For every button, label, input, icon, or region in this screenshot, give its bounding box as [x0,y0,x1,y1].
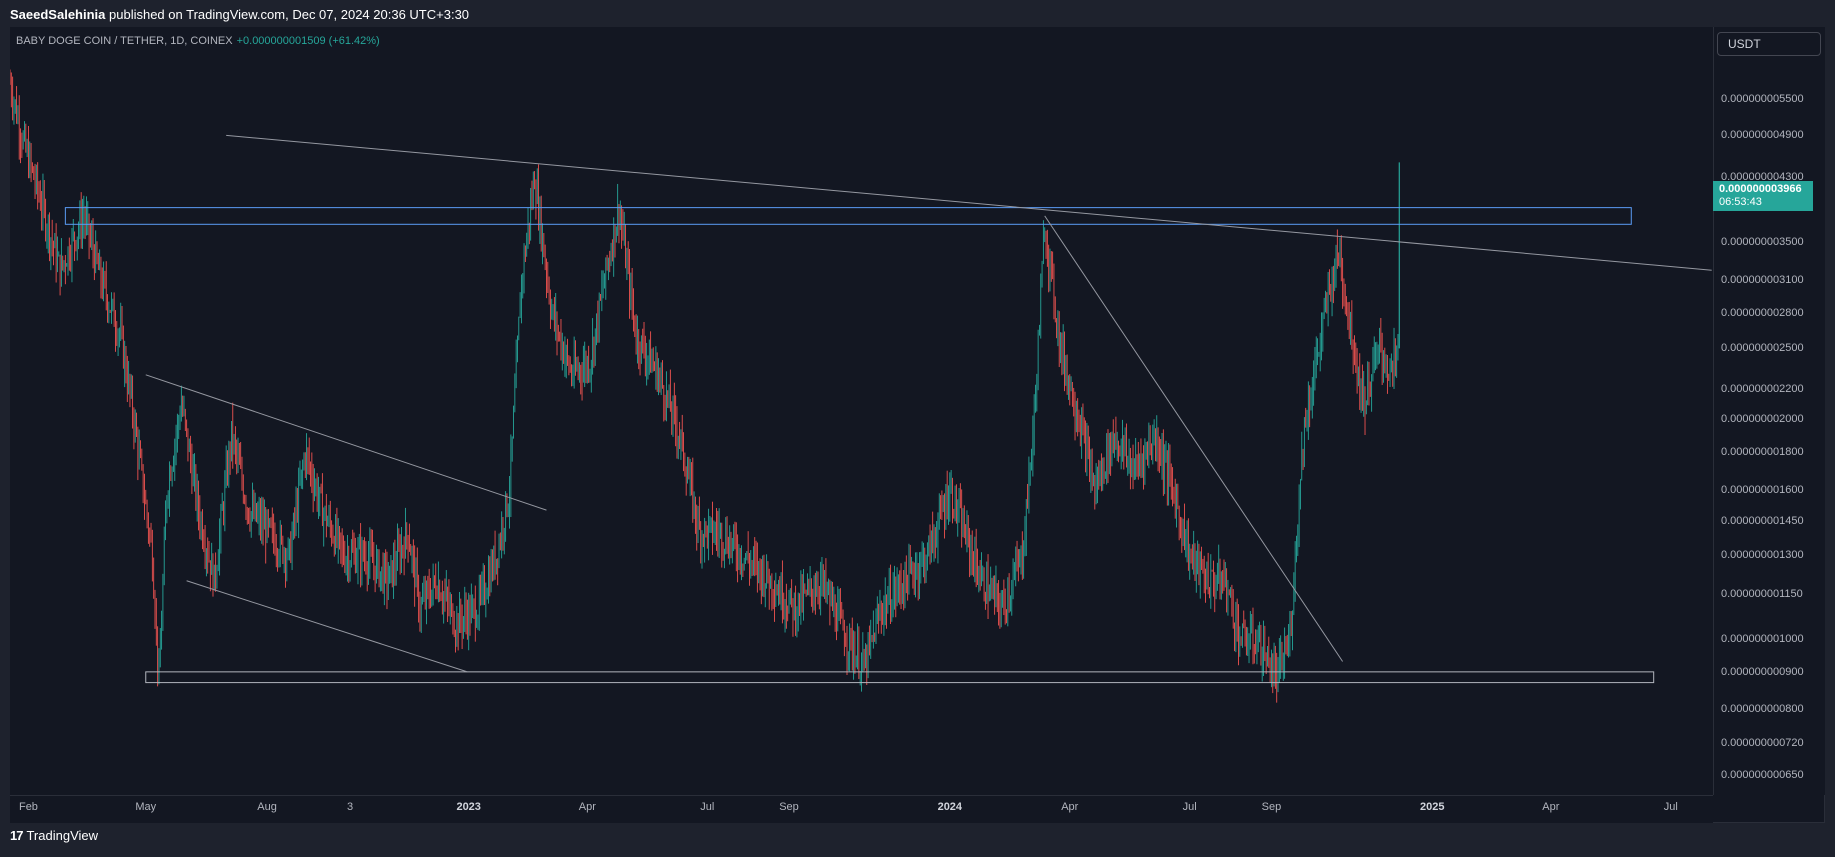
time-tick-label: Sep [1261,801,1282,813]
trendline-2 [145,374,547,511]
price-tick-label: 0.000000001600 [1721,483,1804,496]
price-tick-label: 0.000000001000 [1721,632,1804,645]
price-tick-label: 0.000000000800 [1721,703,1804,716]
trendline-3 [186,580,468,673]
plot-layer [10,69,1712,703]
price-tick-label: 0.000000002200 [1721,382,1804,395]
time-tick-label: Jul [1663,801,1678,813]
time-axis[interactable] [10,795,1713,823]
publication-header: SaeedSalehinia published on TradingView.… [0,0,1835,27]
time-tick-label: 3 [347,801,354,813]
price-tick-label: 0.000000003100 [1721,274,1804,287]
last-price-badge: 0.000000003966 06:53:43 [1713,181,1813,211]
price-change: +0.000000001509 (+61.42%) [236,35,380,47]
price-axis[interactable] [1713,27,1825,795]
resistance-zone [64,207,1632,225]
time-tick-label: Apr [578,801,596,813]
price-tick-label: 0.000000001800 [1721,446,1804,459]
price-tick-label: 0.000000002000 [1721,413,1804,426]
time-tick-label: Apr [1061,801,1079,813]
price-tick-label: 0.000000000720 [1721,736,1804,749]
price-tick-label: 0.000000004300 [1721,170,1804,183]
symbol-legend: BABY DOGE COIN / TETHER, 1D, COINEX +0.00… [16,35,380,47]
time-tick-label: Aug [257,801,277,813]
price-tick-label: 0.000000001450 [1721,514,1804,527]
time-tick-label: May [135,801,157,813]
time-tick-label: Jul [700,801,715,813]
candle-countdown: 06:53:43 [1719,196,1762,208]
price-tick-label: 0.000000002800 [1721,306,1804,319]
time-tick-label: Sep [779,801,799,813]
support-zone [145,671,1655,684]
price-tick-label: 0.000000004900 [1721,129,1804,142]
time-tick-label: 2025 [1419,801,1445,813]
time-tick-label: Jul [1182,801,1197,813]
price-tick-label: 0.000000001150 [1721,588,1803,601]
trendline-1 [226,134,1712,271]
tradingview-brand: TradingView [26,828,99,843]
time-tick-label: Apr [1542,801,1560,813]
price-tick-label: 0.000000000900 [1721,665,1804,678]
price-tick-label: 0.000000003500 [1721,235,1804,248]
price-tick-label: 0.000000000650 [1721,768,1804,781]
currency-button[interactable]: USDT [1717,32,1821,56]
time-tick-label: 2024 [937,801,963,813]
publisher-name[interactable]: SaeedSalehinia [10,7,106,22]
tradingview-logo-icon: 17 [10,828,24,843]
last-price-value: 0.000000003966 [1719,183,1802,195]
price-tick-label: 0.000000005500 [1721,92,1804,105]
price-tick-label: 0.000000002500 [1721,342,1804,355]
publication-info: published on TradingView.com, Dec 07, 20… [105,7,470,22]
time-tick-label: 2023 [456,801,481,813]
tradingview-footer[interactable]: 17 TradingView [10,828,98,843]
trendline-4 [1044,215,1344,662]
symbol-name: BABY DOGE COIN / TETHER, 1D, COINEX [16,35,233,47]
price-tick-label: 0.000000001300 [1721,549,1804,562]
time-tick-label: Feb [18,801,38,813]
